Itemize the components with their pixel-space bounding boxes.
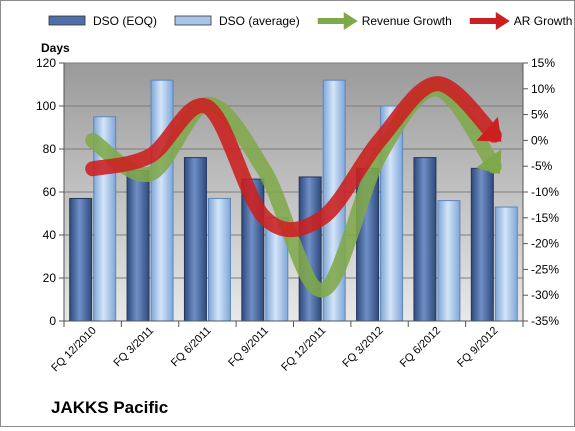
legend-arrow-ar-growth [495, 12, 510, 30]
y-left-tick-label: 40 [43, 228, 57, 242]
bar-dso-average [207, 197, 231, 322]
y-left-tick-label: 80 [43, 142, 57, 156]
y-left-tick-label: 0 [49, 314, 56, 328]
legend-label-dso-average: DSO (average) [219, 14, 300, 28]
y-left-tick-label: 120 [36, 56, 56, 70]
y-axis-title: Days [41, 41, 70, 55]
company-name: JAKKS Pacific [51, 398, 168, 417]
x-tick-label: FQ 9/2011 [226, 325, 271, 370]
bar-dso-eoq [126, 170, 150, 322]
x-tick-label: FQ 3/2011 [112, 325, 157, 370]
bar-dso-average [437, 200, 461, 322]
y-right-tick-label: -15% [531, 211, 559, 225]
y-right-tick-label: 0% [531, 133, 549, 147]
y-right-tick-label: -25% [531, 262, 559, 276]
y-right-tick-label: 15% [531, 56, 555, 70]
line-ar-growth [85, 76, 502, 238]
x-tick-label: FQ 3/2012 [340, 325, 385, 370]
y-left-tick-label: 60 [43, 185, 57, 199]
y-right-tick-label: -5% [531, 159, 553, 173]
bar-dso-average [494, 206, 518, 322]
legend-swatch-dso-eoq [48, 15, 86, 26]
bar-dso-eoq [183, 157, 207, 322]
legend-arrow-revenue-growth [343, 12, 358, 30]
x-tick-label: FQ 6/2012 [398, 325, 443, 370]
x-tick-label: FQ 6/2011 [169, 325, 214, 370]
y-right-tick-label: -30% [531, 288, 559, 302]
bar-dso-average [150, 79, 174, 322]
legend-label-ar-growth: AR Growth [514, 14, 573, 28]
legend-label-dso-eoq: DSO (EOQ) [93, 14, 157, 28]
y-right-tick-label: 10% [531, 82, 555, 96]
y-right-tick-label: 5% [531, 108, 549, 122]
x-tick-label: FQ 9/2012 [455, 325, 500, 370]
arrowhead-revenue-growth [475, 148, 502, 174]
legend-swatch-dso-average [174, 15, 212, 26]
x-tick-label: FQ 12/2010 [49, 325, 99, 375]
bar-dso-eoq [470, 167, 494, 322]
y-right-tick-label: -20% [531, 237, 559, 251]
y-right-tick-label: -10% [531, 185, 559, 199]
y-left-tick-label: 20 [43, 271, 57, 285]
y-left-tick-label: 100 [36, 99, 56, 113]
legend-label-revenue-growth: Revenue Growth [362, 14, 452, 28]
bar-dso-eoq [413, 157, 437, 322]
bar-dso-eoq [69, 197, 93, 322]
y-right-tick-label: -35% [531, 314, 559, 328]
arrowhead-ar-growth [476, 116, 502, 142]
x-tick-label: FQ 12/2011 [279, 325, 328, 374]
